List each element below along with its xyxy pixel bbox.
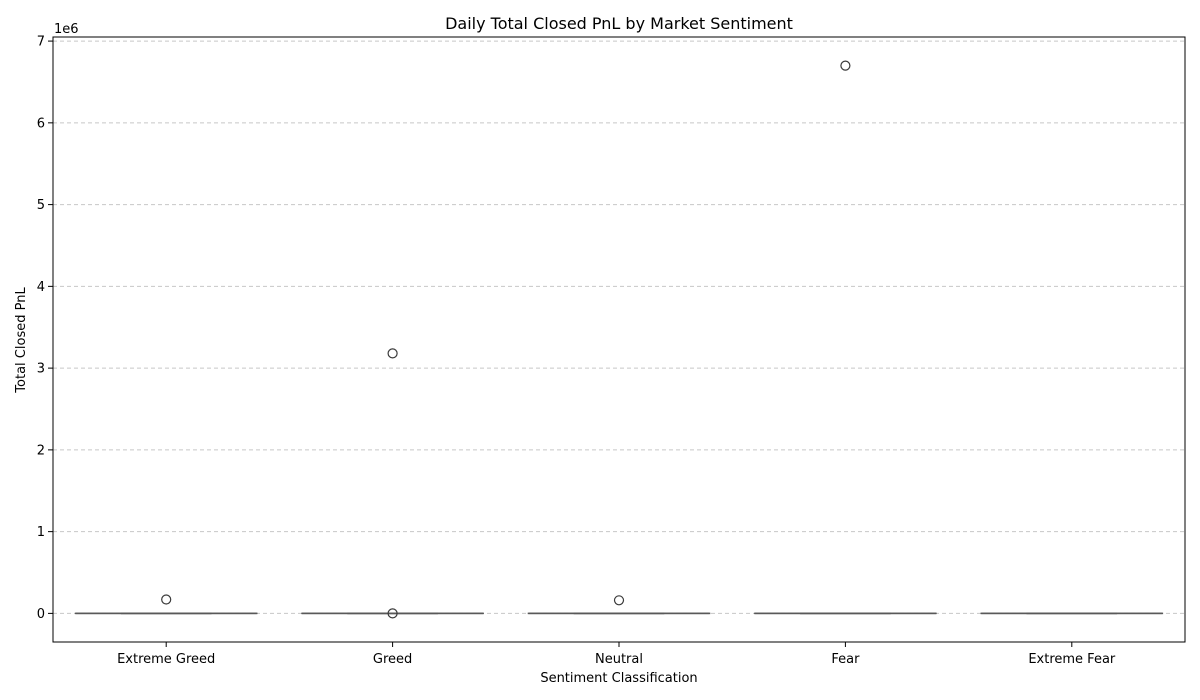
x-tick-label: Extreme Greed: [117, 652, 215, 667]
outlier-point: [161, 594, 172, 605]
box-plots: [74, 60, 1164, 619]
y-tick-label: 3: [37, 362, 45, 377]
outlier-point: [613, 595, 625, 606]
chart-title: Daily Total Closed PnL by Market Sentime…: [445, 14, 793, 33]
outlier-point: [840, 60, 851, 71]
grid-lines: [53, 40, 1185, 614]
x-axis-ticks: Extreme Greed Greed Neutral Fear Extreme Fea…: [117, 642, 1116, 667]
x-axis-label: Sentiment Classification: [540, 671, 697, 686]
box-neutral: [527, 595, 711, 615]
x-tick-label: Greed: [373, 652, 412, 667]
y-tick-label: 6: [37, 116, 45, 131]
box-fear: [754, 60, 937, 615]
plot-frame: [52, 36, 1186, 643]
y-tick-label: 5: [37, 198, 45, 213]
y-tick-label: 1: [37, 525, 45, 540]
outlier-point: [387, 348, 398, 359]
box-extreme-greed: [74, 594, 258, 615]
y-axis-ticks: 0 1 2 3 4 5 6 7: [37, 35, 53, 622]
y-tick-label: 7: [37, 35, 45, 50]
y-tick-label: 4: [37, 280, 45, 295]
x-tick-label: Fear: [831, 652, 860, 667]
x-tick-label: Neutral: [595, 652, 643, 667]
x-tick-label: Extreme Fear: [1028, 652, 1116, 667]
y-tick-label: 0: [37, 607, 45, 622]
y-tick-label: 2: [37, 443, 45, 458]
box-greed: [301, 348, 484, 619]
outlier-point: [387, 608, 398, 619]
y-axis-label: Total Closed PnL: [14, 287, 29, 394]
y-offset-label: 1e6: [54, 22, 79, 37]
